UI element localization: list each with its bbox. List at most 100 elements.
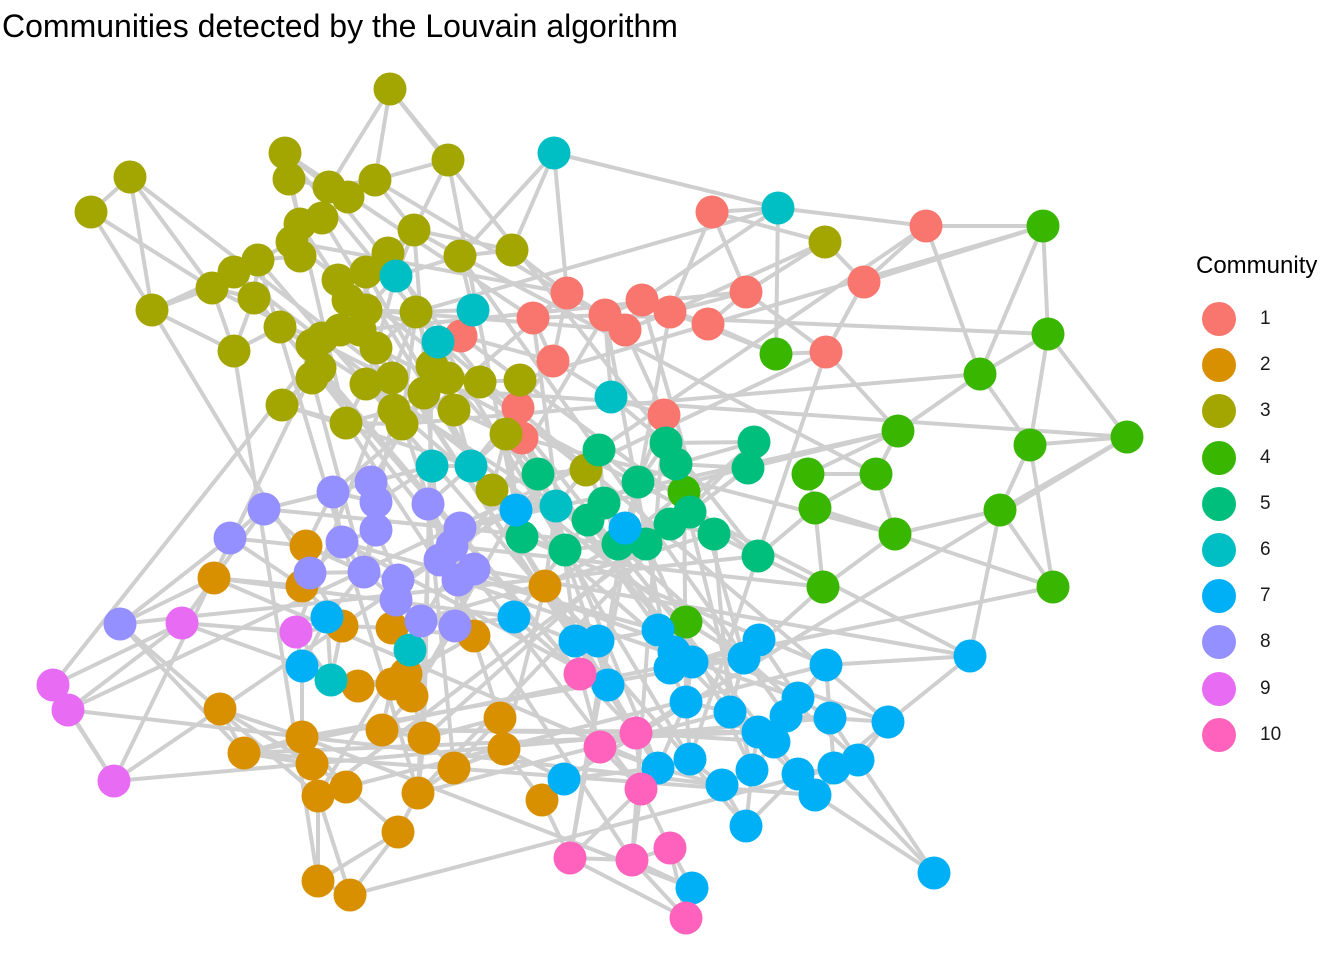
network-node-community-5 <box>582 433 616 467</box>
network-node-community-7 <box>285 649 319 683</box>
network-edge <box>1028 332 1050 447</box>
network-edge <box>832 766 936 875</box>
network-node-community-2 <box>289 529 323 563</box>
legend-swatch <box>1202 671 1236 706</box>
network-node-community-4 <box>983 493 1017 527</box>
network-edge <box>51 621 184 687</box>
network-node-community-1 <box>647 398 681 432</box>
network-node-community-10 <box>615 843 649 877</box>
network-node-community-2 <box>365 713 399 747</box>
legend-item: 6 <box>1196 527 1317 573</box>
network-node-community-3 <box>397 213 431 247</box>
network-node-community-3 <box>437 393 471 427</box>
network-node-community-9 <box>279 615 313 649</box>
network-node-community-7 <box>608 511 642 545</box>
network-edge <box>893 532 1055 589</box>
network-node-community-8 <box>438 609 472 643</box>
network-edge <box>118 536 232 626</box>
legend-label: 4 <box>1260 446 1271 468</box>
network-edge <box>1028 443 1055 589</box>
network-node-community-1 <box>501 391 535 425</box>
network-node-community-3 <box>349 367 383 401</box>
network-node-community-7 <box>591 668 625 702</box>
network-node-community-7 <box>558 624 592 658</box>
network-node-community-1 <box>809 335 843 369</box>
network-node-community-3 <box>113 160 147 194</box>
network-node-community-7 <box>713 695 747 729</box>
network-node-community-1 <box>608 313 642 347</box>
network-node-community-10 <box>619 716 653 750</box>
network-node-community-3 <box>217 334 251 368</box>
network-node-community-7 <box>581 624 615 658</box>
network-edge <box>774 206 780 356</box>
network-node-community-3 <box>431 361 465 395</box>
network-edge <box>212 576 660 770</box>
network-node-community-6 <box>379 259 413 293</box>
network-node-community-4 <box>963 357 997 391</box>
network-edge <box>776 206 928 228</box>
legend-item: 5 <box>1196 481 1317 527</box>
legend-item: 7 <box>1196 573 1317 619</box>
network-node-community-3 <box>475 473 509 507</box>
network-node-community-1 <box>550 276 584 310</box>
legend-item: 9 <box>1196 666 1317 712</box>
legend-swatch <box>1202 302 1236 337</box>
legend-item: 3 <box>1196 388 1317 434</box>
network-node-community-1 <box>625 283 659 317</box>
network-node-community-3 <box>237 281 271 315</box>
legend-swatch <box>1202 348 1236 383</box>
network-node-community-2 <box>381 815 415 849</box>
network-node-community-2 <box>375 611 409 645</box>
network-node-community-7 <box>813 701 847 735</box>
network-edge <box>446 158 518 512</box>
network-edge <box>66 621 184 712</box>
network-edge <box>1041 224 1050 336</box>
network-edge <box>710 210 827 244</box>
legend-label: 6 <box>1260 539 1271 561</box>
network-node-community-3 <box>503 363 537 397</box>
network-edge <box>180 621 298 634</box>
network-node-community-3 <box>295 361 329 395</box>
node-layer <box>36 72 1144 935</box>
network-node-community-3 <box>268 136 302 170</box>
network-node-community-2 <box>203 692 237 726</box>
network-node-community-2 <box>197 561 231 595</box>
network-node-community-3 <box>359 331 393 365</box>
network-edge <box>89 210 214 290</box>
network-node-community-7 <box>499 493 533 527</box>
network-node-community-3 <box>463 365 497 399</box>
network-node-community-6 <box>537 136 571 170</box>
network-node-community-3 <box>272 162 306 196</box>
legend-label: 10 <box>1260 723 1282 745</box>
network-node-community-4 <box>1013 428 1047 462</box>
network-edge <box>340 540 660 632</box>
network-node-community-4 <box>878 517 912 551</box>
network-node-community-4 <box>759 337 793 371</box>
network-node-community-8 <box>325 525 359 559</box>
network-node-community-2 <box>407 721 441 755</box>
network-edge <box>458 254 878 476</box>
network-node-community-4 <box>1031 317 1065 351</box>
network-node-community-7 <box>817 751 851 785</box>
network-edge <box>552 151 569 295</box>
network-edge <box>128 175 394 380</box>
network-edge <box>640 206 780 302</box>
network-node-community-3 <box>265 388 299 422</box>
network-node-community-1 <box>847 265 881 299</box>
network-node-community-7 <box>757 725 791 759</box>
network-edge <box>568 856 688 920</box>
network-node-community-5 <box>653 507 687 541</box>
network-edge <box>712 532 732 714</box>
network-edge <box>968 508 1002 658</box>
network-node-community-8 <box>359 513 393 547</box>
network-node-community-4 <box>1110 420 1144 454</box>
network-node-community-8 <box>247 492 281 526</box>
network-node-community-6 <box>393 633 427 667</box>
network-plot <box>36 72 1144 935</box>
network-node-community-3 <box>283 239 317 273</box>
network-edge <box>128 175 214 290</box>
network-node-community-6 <box>314 663 348 697</box>
network-node-community-3 <box>329 406 363 440</box>
network-node-community-3 <box>358 163 392 197</box>
network-node-community-9 <box>165 606 199 640</box>
